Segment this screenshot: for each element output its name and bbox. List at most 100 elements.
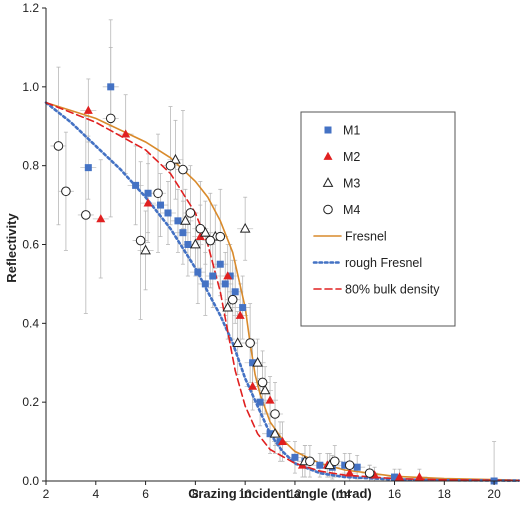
m1-point xyxy=(157,201,165,209)
m2-point xyxy=(83,105,93,114)
x-tick-label: 4 xyxy=(92,487,99,501)
m1-point xyxy=(216,260,224,268)
m4-point xyxy=(205,235,216,246)
m4-point xyxy=(270,409,280,419)
m4-point xyxy=(245,338,255,348)
m4-point xyxy=(178,164,188,175)
legend-m4-marker xyxy=(323,204,333,215)
legend-m3-label: M3 xyxy=(343,177,360,191)
m1-point xyxy=(107,83,115,91)
legend-m2-marker xyxy=(323,151,333,160)
y-tick-label: 0.8 xyxy=(22,159,39,173)
x-tick-label: 8 xyxy=(192,487,199,501)
y-tick-label: 1.2 xyxy=(22,1,39,15)
m2-point xyxy=(143,198,153,207)
m1-point xyxy=(239,304,247,312)
m1-point xyxy=(391,473,399,481)
m2-point xyxy=(345,468,355,477)
m3-point xyxy=(232,337,244,347)
m2-point xyxy=(121,129,131,138)
m2-point xyxy=(96,214,106,223)
legend-fresnel-label: Fresnel xyxy=(345,230,387,244)
m1-point xyxy=(132,181,140,189)
m1-point xyxy=(353,463,361,471)
m4-point xyxy=(135,235,146,246)
m4-point xyxy=(329,456,340,467)
m2-point xyxy=(278,436,287,445)
m1-point xyxy=(209,272,217,280)
legend-m2-label: M2 xyxy=(343,150,360,164)
legend-m1-label: M1 xyxy=(343,124,360,138)
m1-point xyxy=(231,288,239,296)
x-tick-label: 10 xyxy=(238,487,252,501)
m4-point xyxy=(227,294,238,305)
m3-point xyxy=(239,222,251,233)
m3-point xyxy=(269,427,281,438)
legend-80-bulk-density-label: 80% bulk density xyxy=(345,283,440,297)
m3-point xyxy=(180,215,191,225)
legend-m4-label: M4 xyxy=(343,203,360,217)
m1-point xyxy=(316,461,324,469)
m3-point xyxy=(170,153,181,164)
legend-box xyxy=(300,111,456,327)
m1-point xyxy=(256,398,264,406)
m3-point xyxy=(222,301,234,312)
m4-point xyxy=(165,160,176,171)
m1-point xyxy=(266,430,274,438)
legend: M1 M2 M3 M4 Fresnel rough Fresnel 80% bulk den… xyxy=(300,111,456,327)
m1-point xyxy=(249,359,257,367)
m4-point xyxy=(364,468,375,478)
m1-point xyxy=(194,268,202,276)
m1-point xyxy=(341,461,349,469)
x-tick-label: 14 xyxy=(338,487,352,501)
x-tick-label: 16 xyxy=(388,487,402,501)
m1-point xyxy=(201,280,209,288)
m4-point xyxy=(185,208,196,218)
m1-point xyxy=(221,280,229,288)
m4-point xyxy=(153,188,163,199)
y-tick-label: 0.2 xyxy=(22,395,39,409)
y-tick-label: 0.0 xyxy=(22,474,39,488)
y-axis-title: Reflectivity xyxy=(4,213,19,283)
data-markers xyxy=(53,83,498,485)
x-tick-label: 12 xyxy=(288,487,302,501)
legend-m1-marker xyxy=(324,126,332,134)
y-tick-label: 0.6 xyxy=(22,238,39,252)
m1-point xyxy=(84,164,92,172)
m1-point xyxy=(184,241,192,248)
m2-point xyxy=(235,310,245,319)
m4-point xyxy=(305,456,315,467)
legend-m3-marker xyxy=(322,177,334,187)
x-tick-label: 18 xyxy=(438,487,452,501)
m2-point xyxy=(395,472,405,481)
m2-point xyxy=(414,472,424,481)
m1-point xyxy=(164,209,172,217)
legend-rough-fresnel-label: rough Fresnel xyxy=(345,256,422,270)
m2-point xyxy=(265,395,275,404)
m3-point xyxy=(140,244,151,255)
m2-point xyxy=(248,381,258,390)
m1-point xyxy=(174,217,182,225)
m4-point xyxy=(344,460,355,471)
m1-point xyxy=(179,229,187,237)
m4-point xyxy=(195,223,206,234)
m4-point xyxy=(257,377,268,388)
m4-point xyxy=(61,186,71,197)
m1-point xyxy=(291,453,299,461)
x-axis-title: Grazing incident angle (mrad) xyxy=(188,486,371,501)
m3-point xyxy=(252,356,263,367)
x-tick-label: 2 xyxy=(43,487,50,501)
m4-point xyxy=(53,141,64,151)
m1-point xyxy=(144,189,152,197)
x-tick-label: 20 xyxy=(487,487,501,501)
m3-point xyxy=(259,384,271,395)
m2-point xyxy=(223,271,233,280)
m4-point xyxy=(215,231,226,242)
y-tick-label: 1.0 xyxy=(22,80,39,94)
m4-point xyxy=(81,210,91,220)
m4-point xyxy=(105,113,116,124)
rough-fresnel-curve xyxy=(44,101,520,482)
axes xyxy=(42,7,519,485)
tick-labels: 2 4 6 8 10 12 14 16 18 20 0.0 0.2 0.4 0.6 0.8 1.0 1.2 xyxy=(22,1,501,501)
